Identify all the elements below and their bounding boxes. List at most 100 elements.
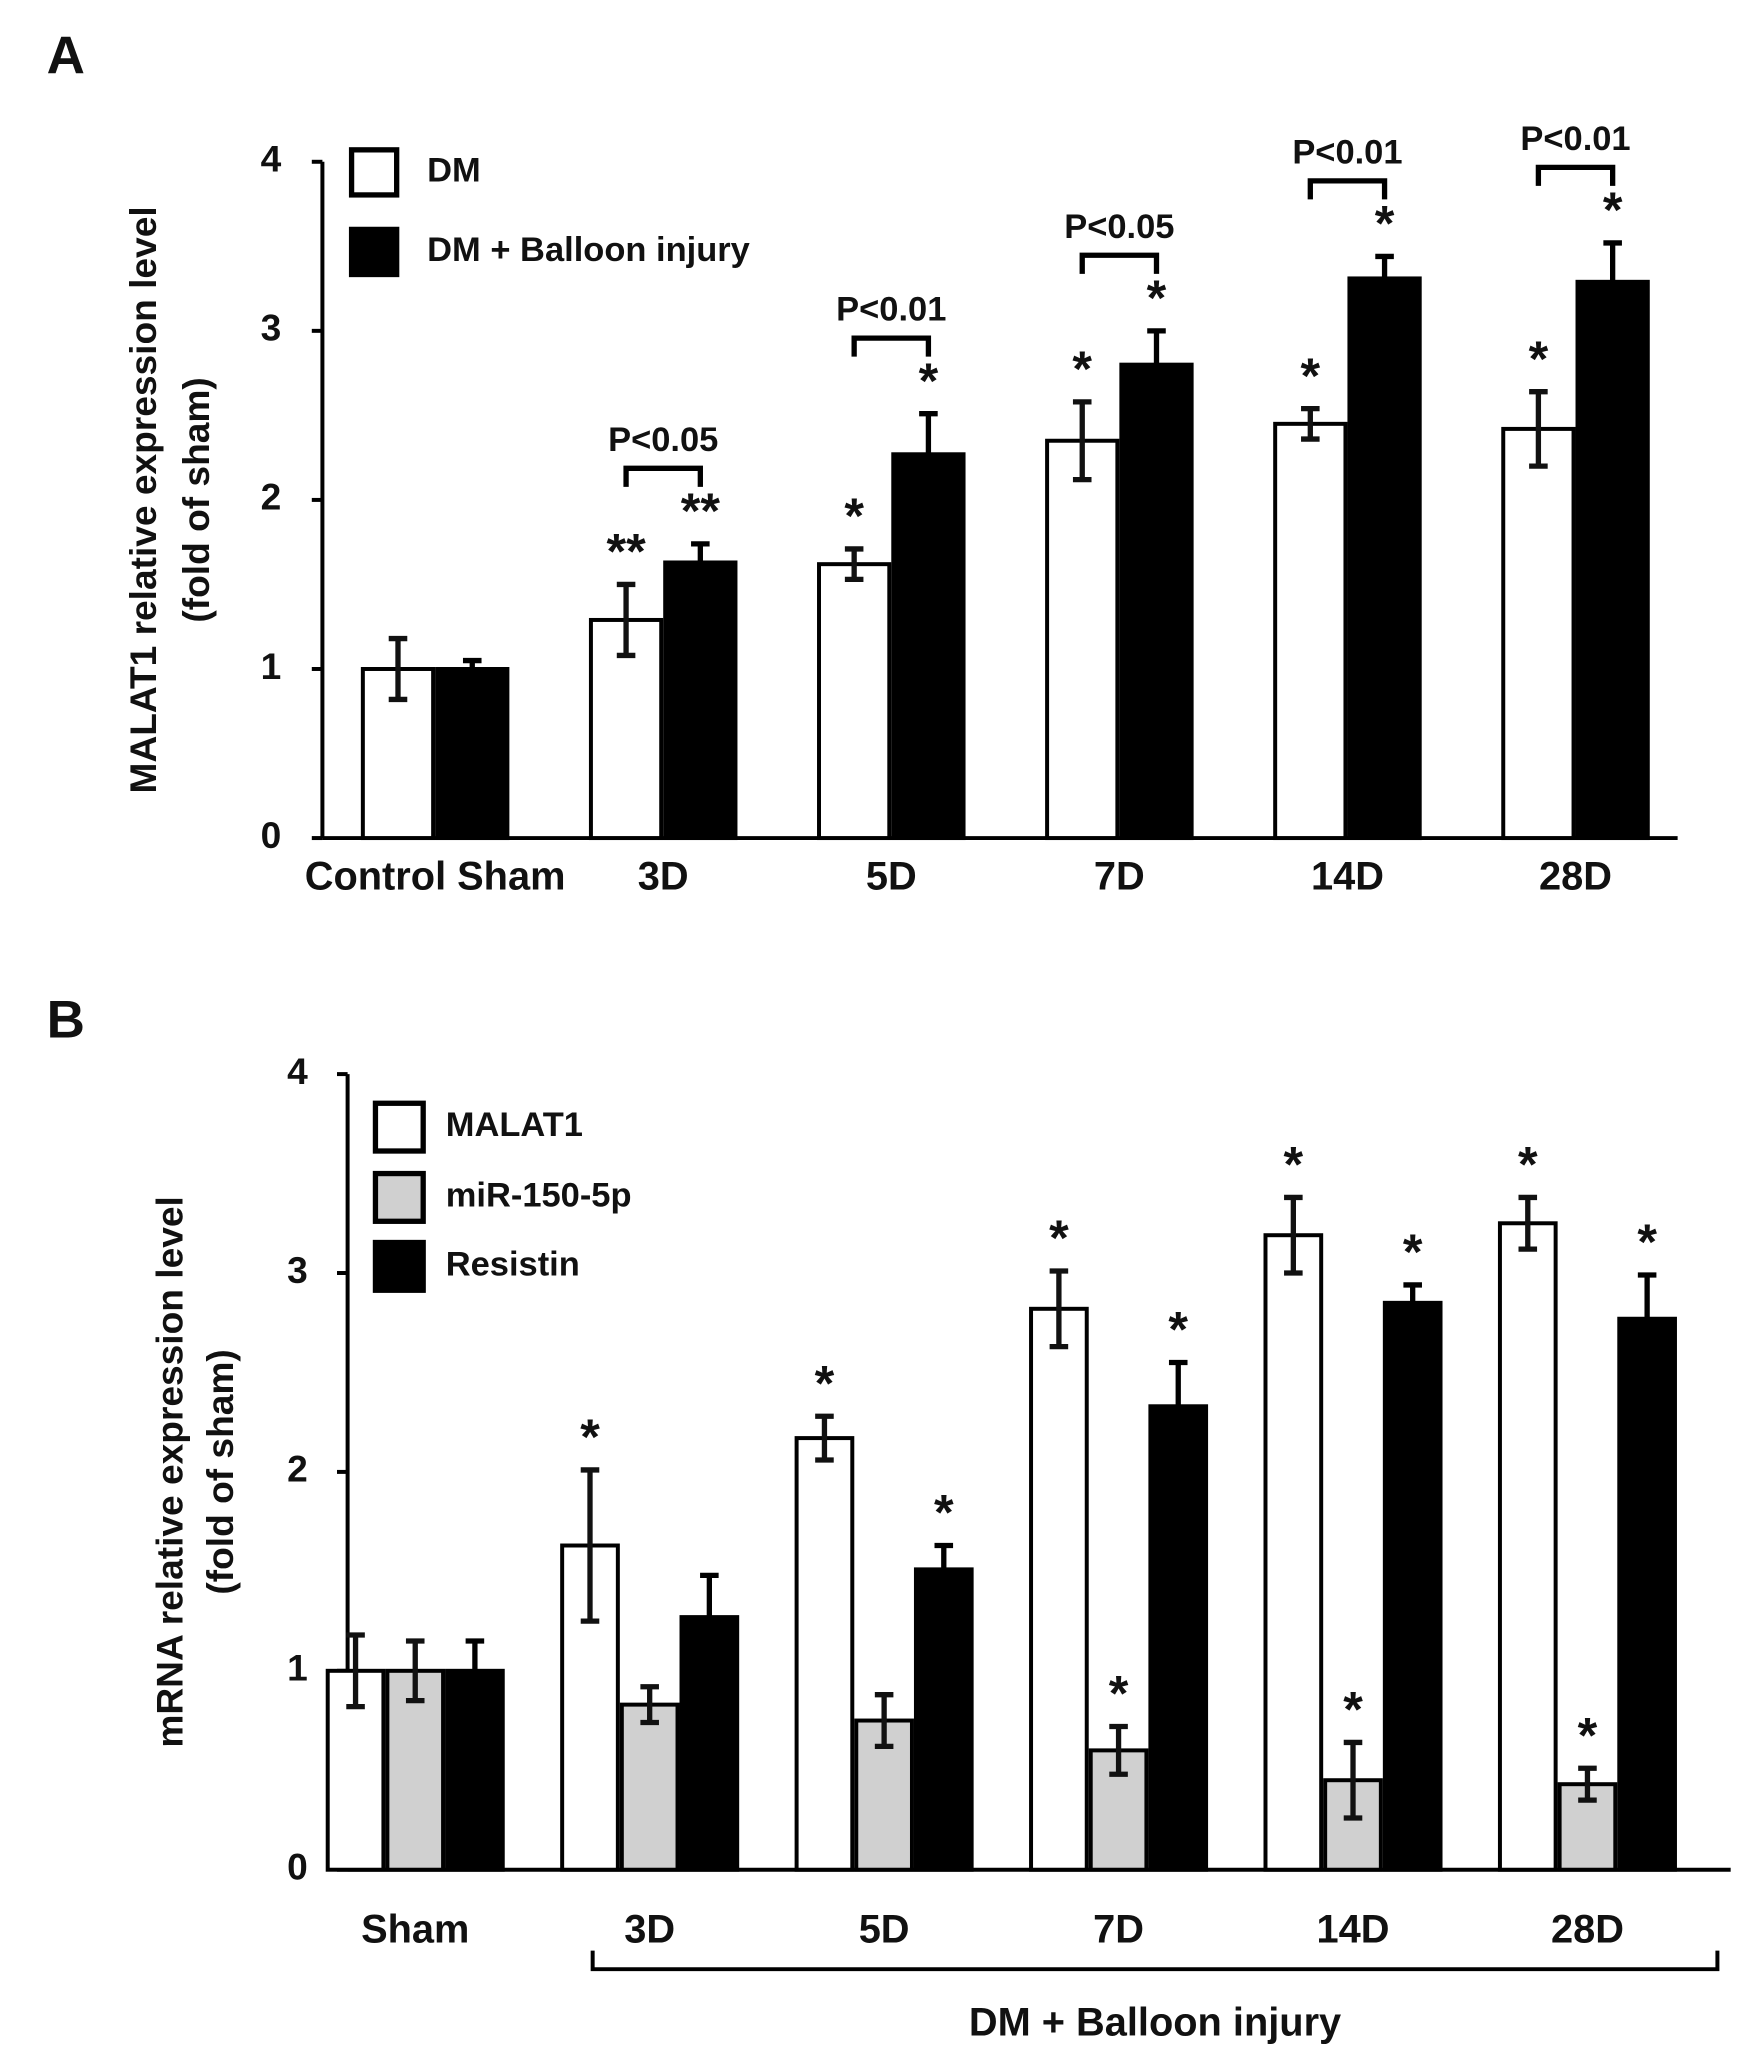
significance-mark: * — [1109, 1665, 1129, 1722]
error-bar — [874, 1692, 894, 1750]
bar — [435, 667, 510, 841]
x-tick-label: 3D — [624, 1908, 675, 1952]
y-axis-label: MALAT1 relative expression level — [122, 206, 164, 793]
x-tick-label: 7D — [1093, 1908, 1144, 1952]
x-tick-label: 28D — [1551, 1908, 1624, 1952]
bar — [1382, 1300, 1443, 1872]
significance-mark: * — [1301, 347, 1321, 404]
bar — [619, 1702, 680, 1872]
bar — [1501, 426, 1576, 841]
significance-mark: * — [1529, 330, 1549, 387]
x-tick-label: 14D — [1317, 1908, 1390, 1952]
significance-mark: * — [1049, 1209, 1069, 1266]
y-axis-label: (fold of sham) — [175, 377, 217, 622]
significance-mark: * — [844, 487, 864, 544]
error-bar — [1147, 328, 1166, 402]
error-bar — [1284, 1194, 1303, 1276]
legend-label: miR-150-5p — [446, 1177, 632, 1215]
error-bar — [844, 546, 864, 583]
bar — [913, 1567, 974, 1872]
significance-mark: ** — [606, 523, 646, 580]
error-bar — [919, 411, 938, 498]
comparison-bracket — [851, 335, 932, 357]
x-tick-label: 5D — [866, 855, 917, 899]
bar — [1029, 1306, 1089, 1872]
comparison-label: P<0.05 — [1064, 208, 1174, 246]
bar — [1617, 1316, 1677, 1872]
significance-mark: * — [1147, 269, 1167, 326]
error-bar — [616, 581, 636, 659]
y-axis-label: mRNA relative expression level — [148, 1196, 190, 1747]
y-tick-label: 2 — [287, 1448, 308, 1490]
error-bar — [691, 541, 710, 584]
bar — [663, 560, 738, 841]
error-bar — [1603, 240, 1622, 324]
significance-mark: * — [1518, 1136, 1538, 1193]
error-bar — [1049, 1268, 1069, 1350]
significance-mark: * — [1637, 1213, 1657, 1270]
error-bar — [934, 1542, 954, 1596]
error-bar — [1637, 1272, 1657, 1366]
x-tick-label: 3D — [638, 855, 689, 899]
legend-swatch — [348, 226, 400, 278]
legend-swatch — [348, 147, 400, 198]
y-tick-label: 0 — [287, 1846, 308, 1888]
error-bar — [1109, 1723, 1128, 1777]
comparison-label: P<0.01 — [1520, 120, 1630, 158]
legend-label: Resistin — [446, 1245, 580, 1283]
y-tick-label: 4 — [261, 138, 282, 180]
significance-mark: * — [1578, 1706, 1598, 1763]
bar — [445, 1668, 505, 1872]
error-bar — [1518, 1194, 1538, 1252]
bar — [1148, 1404, 1209, 1872]
comparison-label: P<0.01 — [1292, 133, 1402, 171]
comparison-label: P<0.01 — [836, 291, 946, 329]
bar — [1263, 1233, 1324, 1872]
error-bar — [1072, 399, 1092, 483]
error-bar — [815, 1413, 834, 1463]
x-tick-label: Control Sham — [305, 855, 566, 899]
bar — [1575, 279, 1650, 841]
bar — [1273, 421, 1348, 841]
legend-label: DM — [427, 151, 481, 189]
y-tick-label: 0 — [261, 814, 282, 856]
significance-mark: * — [1284, 1136, 1304, 1193]
comparison-bracket — [1535, 164, 1616, 186]
error-bar — [405, 1638, 425, 1704]
panel-letter: B — [47, 991, 85, 1050]
y-tick-label: 1 — [287, 1647, 308, 1689]
bar — [1119, 362, 1194, 841]
error-bar — [1301, 405, 1320, 442]
legend-label: MALAT1 — [446, 1106, 583, 1144]
error-bar — [462, 657, 482, 681]
significance-mark: * — [1375, 195, 1395, 252]
y-tick-label: 1 — [261, 645, 282, 687]
significance-mark: * — [1072, 340, 1092, 397]
bar — [794, 1436, 855, 1872]
bar — [891, 452, 966, 841]
bar — [1045, 438, 1120, 841]
y-tick-label: 2 — [261, 476, 282, 518]
error-bar — [700, 1572, 719, 1662]
x-tick-label: 28D — [1539, 855, 1612, 899]
significance-mark: ** — [681, 482, 721, 539]
significance-mark: * — [1603, 181, 1623, 238]
error-bar — [1168, 1359, 1188, 1453]
x-tick-label: Sham — [361, 1908, 469, 1952]
error-bar — [1529, 389, 1548, 469]
error-bar — [465, 1638, 485, 1704]
error-bar — [580, 1467, 600, 1624]
bar — [1497, 1221, 1558, 1872]
y-tick-label: 4 — [287, 1050, 308, 1092]
legend-swatch — [372, 1239, 426, 1293]
bar — [385, 1668, 446, 1872]
significance-mark: * — [1403, 1223, 1423, 1280]
significance-mark: * — [919, 352, 939, 409]
comparison-bracket — [1307, 178, 1388, 200]
group-label: DM + Balloon injury — [969, 2000, 1341, 2044]
error-bar — [346, 1632, 365, 1710]
comparison-bracket — [1079, 252, 1160, 274]
significance-mark: * — [580, 1408, 600, 1465]
y-axis-label: (fold of sham) — [199, 1349, 241, 1594]
